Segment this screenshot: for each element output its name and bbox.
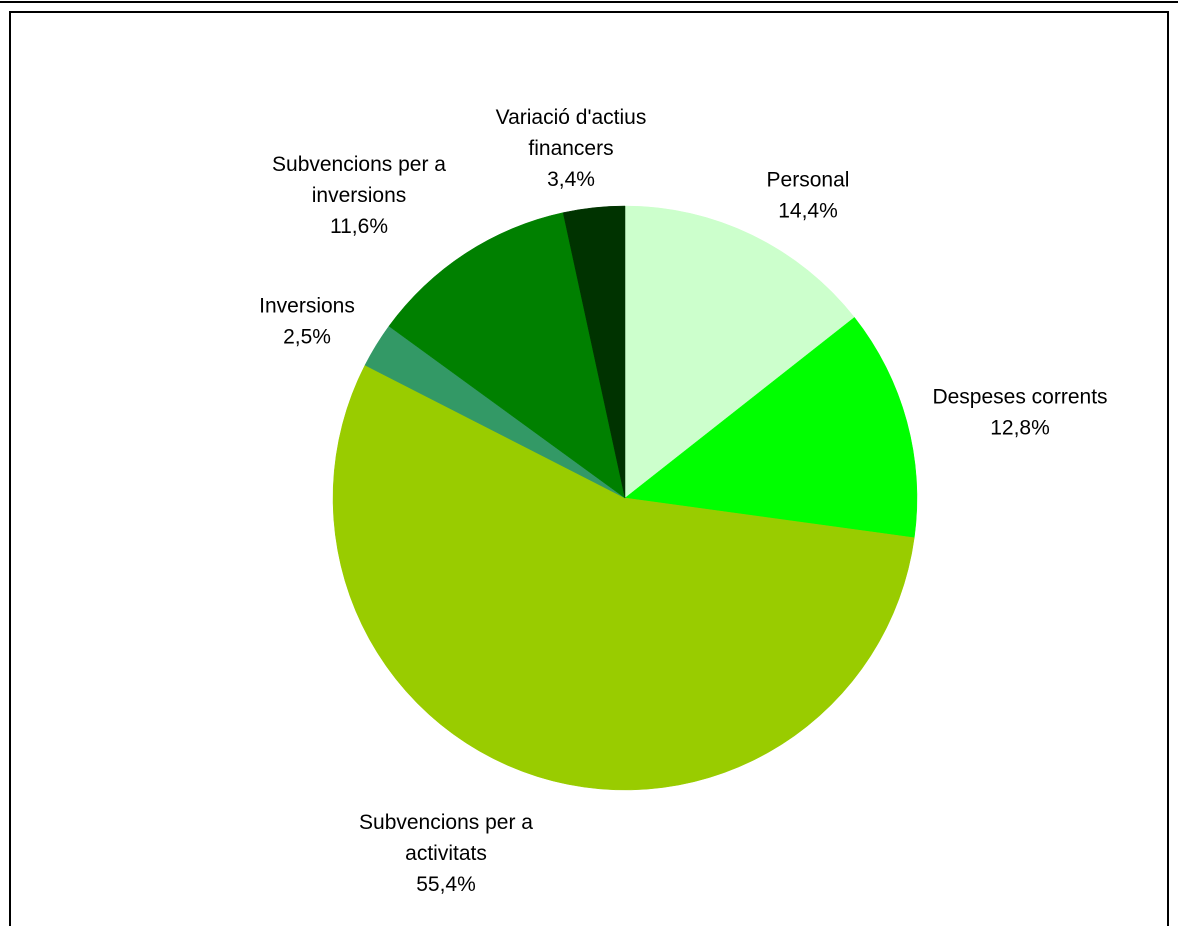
slice-label-2: Despeses corrents 12,8% [932, 386, 1107, 440]
slice-name-label: Variació d'actius [496, 106, 647, 129]
slice-label-5: Subvencions per a inversions 11,6% [272, 153, 446, 238]
slice-label-4: Inversions 2,5% [259, 295, 355, 349]
slice-label-6: Variació d'actius financers 3,4% [496, 106, 647, 191]
slice-name-label: Inversions [259, 295, 355, 318]
slice-label-1: Personal 14,4% [767, 169, 850, 223]
pie-slice-3 [332, 364, 915, 791]
slice-value-label: 12,8% [990, 417, 1050, 440]
slice-name-label: financers [528, 137, 613, 160]
pie-slice-6 [562, 205, 626, 499]
slice-name-label: Personal [767, 169, 850, 192]
slice-value-label: 11,6% [330, 215, 388, 238]
pie-slice-1 [624, 205, 855, 499]
slice-value-label: 2,5% [283, 326, 331, 349]
slice-value-label: 55,4% [416, 873, 476, 896]
slice-name-label: Subvencions per a [359, 811, 533, 834]
slice-name-label: activitats [405, 842, 487, 865]
slice-label-3: Subvencions per a activitats 55,4% [359, 811, 533, 896]
pie-slice-5 [388, 212, 626, 499]
slice-name-label: inversions [312, 184, 407, 207]
slice-value-label: 14,4% [778, 200, 838, 223]
slice-name-label: Subvencions per a [272, 153, 446, 176]
pie-slice-2 [624, 317, 918, 539]
pie-labels: Personal 14,4% Despeses corrents 12,8% Subve… [259, 106, 1107, 896]
pie-slices [332, 205, 918, 791]
slice-value-label: 3,4% [547, 168, 595, 191]
slice-name-label: Despeses corrents [932, 386, 1107, 409]
